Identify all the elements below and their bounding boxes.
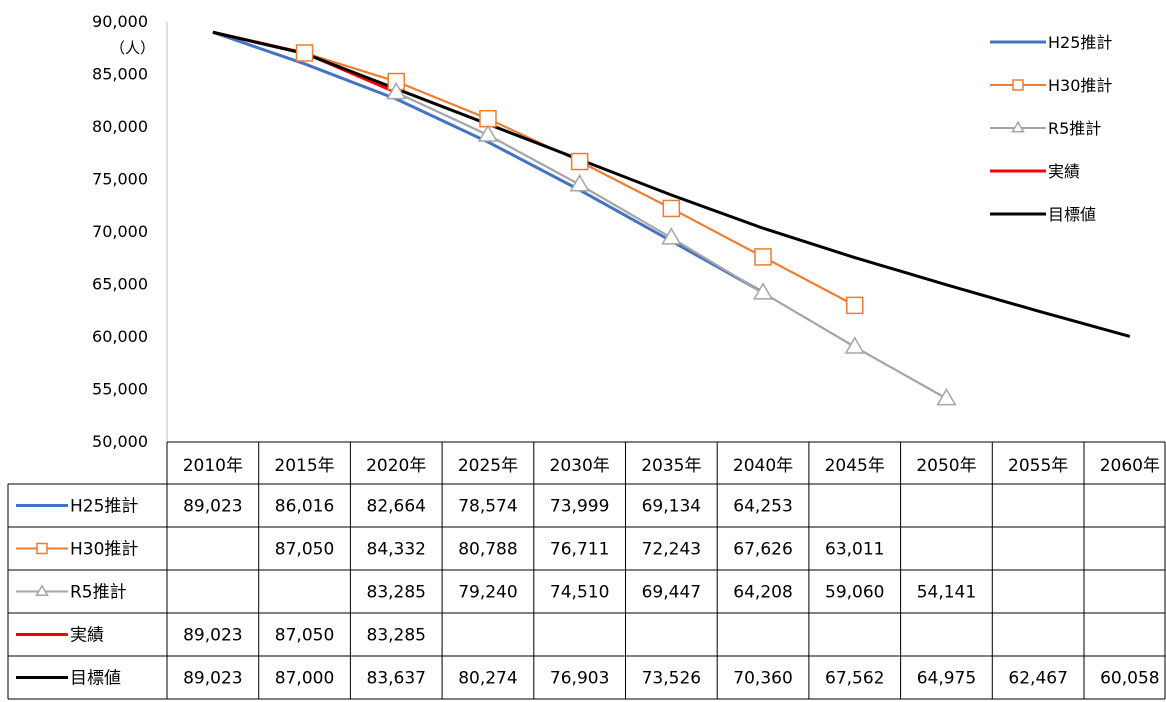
table-cell-value: 59,060: [825, 583, 884, 603]
table-row-label: H25推計: [70, 497, 138, 517]
table-cell-value: 83,285: [367, 626, 426, 646]
y-axis-ticks: 50,000 55,000 60,000 65,000 70,000 75,000 80,0…: [92, 12, 168, 451]
table-cell-value: 76,711: [550, 540, 609, 560]
data-point-square: [295, 44, 314, 62]
data-point-triangle: [477, 124, 499, 142]
table-cell-value: 69,134: [642, 497, 701, 517]
x-tick-label: 2050年: [916, 456, 976, 476]
y-tick-label: 75,000: [92, 170, 148, 189]
table-cell-value: 54,141: [917, 583, 976, 603]
table-cell-value: 87,050: [275, 540, 334, 560]
table-row-label: 目標値: [70, 669, 121, 689]
table-cell-value: 86,016: [275, 497, 334, 517]
y-tick-label: 50,000: [92, 432, 148, 451]
table-cell-value: 82,664: [367, 497, 426, 517]
y-tick-label: 90,000: [92, 12, 148, 31]
table-cell-value: 79,240: [458, 583, 517, 603]
data-table: 2010年 2015年 2020年 2025年 2030年 2035年 2040年 2045年…: [7, 441, 1166, 700]
y-tick-label: 80,000: [92, 117, 148, 136]
legend-label: 実績: [1048, 162, 1080, 181]
x-tick-label: 2040年: [733, 456, 793, 476]
table-cell-value: 89,023: [183, 626, 242, 646]
table-cell-value: 64,253: [733, 497, 792, 517]
table-cell-value: 73,999: [550, 497, 609, 517]
legend-entry-3: 実績: [990, 162, 1080, 181]
y-tick-label: 85,000: [92, 65, 148, 84]
data-point-triangle: [844, 336, 865, 354]
data-point-square: [1012, 79, 1024, 91]
table-cell-value: 67,626: [733, 540, 792, 560]
table-cell-value: 83,637: [367, 669, 426, 689]
table-row-label: H30推計: [70, 540, 138, 560]
x-tick-label: 2060年: [1100, 456, 1160, 476]
table-cell-value: 64,975: [917, 669, 976, 689]
data-point-triangle: [936, 387, 957, 406]
series-line-4: [212, 30, 1131, 338]
table-cell-value: 83,285: [367, 583, 426, 603]
legend-label: 目標値: [1048, 205, 1096, 224]
series-markers: [295, 44, 957, 406]
data-point-square: [662, 199, 681, 218]
table-cell-value: 72,243: [642, 540, 701, 560]
data-point-square: [846, 296, 864, 315]
table-cell-value: 67,562: [825, 669, 884, 689]
table-cell-value: 73,526: [642, 669, 701, 689]
data-point-triangle: [386, 81, 407, 100]
series-line-0: [212, 30, 764, 294]
legend-entry-1: H30推計: [990, 76, 1112, 95]
table-cell-value: 89,023: [183, 497, 242, 517]
x-tick-label: 2035年: [641, 456, 701, 476]
table-cell-value: 87,000: [275, 669, 334, 689]
x-tick-label: 2020年: [366, 456, 426, 476]
data-point-triangle: [1011, 120, 1025, 133]
table-cell-value: 80,788: [458, 540, 517, 560]
legend-label: R5推計: [1048, 119, 1101, 138]
legend-entry-2: R5推計: [990, 119, 1101, 138]
data-point-square: [36, 542, 48, 555]
data-point-square: [479, 109, 497, 128]
table-cell-value: 60,058: [1100, 669, 1159, 689]
legend-entry-4: 目標値: [990, 205, 1096, 224]
table-cell-value: 62,467: [1008, 669, 1067, 689]
legend-entry-0: H25推計: [990, 33, 1112, 52]
data-point-triangle: [661, 227, 682, 245]
x-tick-label: 2055年: [1008, 456, 1068, 476]
table-cell-value: 64,208: [733, 583, 792, 603]
table-cell-value: 84,332: [367, 540, 426, 560]
x-tick-label: 2045年: [825, 456, 885, 476]
table-row-label: 実績: [70, 626, 104, 646]
y-tick-label: 55,000: [92, 380, 148, 399]
table-cell-value: 89,023: [183, 669, 242, 689]
data-point-square: [570, 152, 589, 171]
legend-label: H25推計: [1048, 33, 1112, 52]
x-tick-label: 2010年: [183, 456, 243, 476]
table-cell-value: 63,011: [825, 540, 884, 560]
y-tick-label: 60,000: [92, 327, 148, 346]
table-cell-value: 87,050: [275, 626, 334, 646]
data-point-triangle: [752, 282, 774, 300]
x-tick-label: 2015年: [274, 456, 334, 476]
y-tick-label: 65,000: [92, 275, 148, 294]
legend-label: H30推計: [1048, 76, 1112, 95]
table-cell-value: 74,510: [550, 583, 609, 603]
x-tick-label: 2030年: [550, 456, 610, 476]
table-cell-value: 76,903: [550, 669, 609, 689]
y-axis-unit-label: （人）: [110, 39, 155, 57]
table-cell-value: 80,274: [458, 669, 517, 689]
data-point-square: [754, 248, 772, 266]
table-cell-value: 70,360: [733, 669, 792, 689]
x-tick-label: 2025年: [458, 456, 518, 476]
y-tick-label: 70,000: [92, 222, 148, 241]
table-row-label: R5推計: [70, 583, 127, 603]
data-point-triangle: [35, 584, 49, 597]
table-cell-value: 78,574: [458, 497, 517, 517]
data-point-triangle: [569, 174, 590, 192]
table-cell-value: 69,447: [642, 583, 701, 603]
